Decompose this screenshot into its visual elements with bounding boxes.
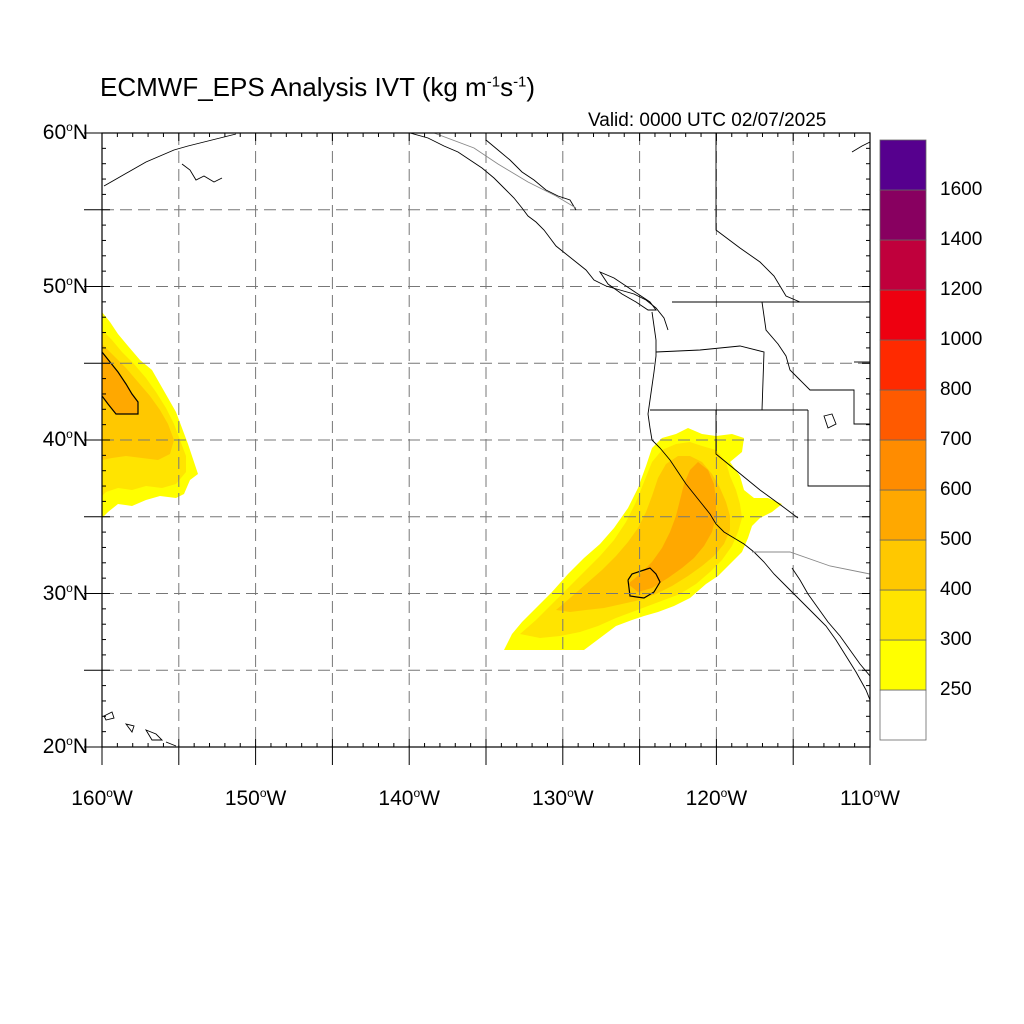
ivt-region-north-pacific bbox=[102, 312, 198, 518]
colorbar-box-1 bbox=[879, 639, 927, 691]
colorbar-box-9 bbox=[879, 239, 927, 291]
colorbar-label-1000: 1000 bbox=[940, 329, 983, 350]
lon-label-150: 150oW bbox=[224, 786, 287, 810]
map-gridlines bbox=[102, 133, 870, 747]
coastline-baja-gulf bbox=[791, 567, 870, 677]
colorbar-box-0 bbox=[879, 689, 927, 741]
coastline-vancouver-island bbox=[598, 270, 657, 311]
colorbar-box-6 bbox=[879, 389, 927, 441]
lat-label-20: 20oN bbox=[42, 734, 88, 758]
coastlines bbox=[103, 133, 870, 747]
coastline-east-canada bbox=[851, 141, 870, 153]
coastline-great-salt-lake bbox=[823, 413, 837, 429]
ivt-shading bbox=[102, 312, 782, 650]
border-washington-oregon bbox=[655, 345, 765, 411]
border-california-nevada bbox=[715, 410, 799, 519]
colorbar-box-2 bbox=[879, 589, 927, 641]
colorbar-box-11 bbox=[879, 139, 927, 191]
colorbar-label-600: 600 bbox=[940, 479, 972, 500]
colorbar-label-1600: 1600 bbox=[940, 179, 983, 200]
ivt-fill-500-north-pacific bbox=[102, 352, 138, 414]
colorbar-box-3 bbox=[879, 539, 927, 591]
lat-label-60: 60oN bbox=[42, 120, 88, 144]
map-ticks bbox=[84, 132, 871, 765]
lon-label-140: 140oW bbox=[378, 786, 440, 810]
lat-label-50: 50oN bbox=[42, 273, 88, 298]
colorbar-label-500: 500 bbox=[940, 529, 972, 550]
coastline-pacific-northwest bbox=[647, 311, 657, 441]
colorbar-label-250: 250 bbox=[940, 679, 972, 700]
coastline-alaska-inlet bbox=[181, 163, 223, 183]
lat-label-40: 40oN bbox=[42, 427, 88, 451]
ivt-contour-500-california bbox=[627, 567, 661, 599]
valid-time-label: Valid: 0000 UTC 02/07/2025 bbox=[588, 110, 827, 131]
colorbar-label-800: 800 bbox=[940, 379, 972, 400]
border-us-mexico bbox=[752, 551, 870, 575]
colorbar-box-8 bbox=[879, 289, 927, 341]
ivt-region-california bbox=[504, 428, 782, 650]
border-alaska-canada bbox=[433, 133, 577, 209]
colorbar-label-700: 700 bbox=[940, 429, 972, 450]
lat-label-30: 30oN bbox=[42, 580, 88, 605]
colorbar-label-300: 300 bbox=[940, 629, 972, 650]
colorbar-label-400: 400 bbox=[940, 579, 972, 600]
colorbar bbox=[879, 139, 927, 741]
ivt-contour-500-north-pacific bbox=[102, 351, 139, 415]
border-canada-states bbox=[715, 133, 801, 303]
coastline-hawaii-islands bbox=[103, 711, 177, 747]
coastline-gulf-of-alaska bbox=[409, 133, 669, 331]
colorbar-label-1200: 1200 bbox=[940, 279, 983, 300]
border-idaho-nevada bbox=[807, 410, 870, 487]
colorbar-box-7 bbox=[879, 339, 927, 391]
lon-label-130: 130oW bbox=[532, 786, 594, 810]
colorbar-box-5 bbox=[879, 439, 927, 491]
lon-label-110: 110oW bbox=[840, 786, 900, 810]
lon-label-120: 120oW bbox=[685, 786, 748, 810]
lon-label-160: 160oW bbox=[71, 786, 133, 810]
coastline-alaska-west bbox=[103, 133, 237, 187]
colorbar-box-10 bbox=[879, 189, 927, 241]
chart-title: ECMWF_EPS Analysis IVT (kg m-1s-1) bbox=[100, 72, 536, 102]
colorbar-label-1400: 1400 bbox=[940, 229, 983, 250]
colorbar-box-4 bbox=[879, 489, 927, 541]
coastline-alaska-panhandle bbox=[485, 139, 577, 211]
border-idaho-montana bbox=[761, 301, 870, 425]
